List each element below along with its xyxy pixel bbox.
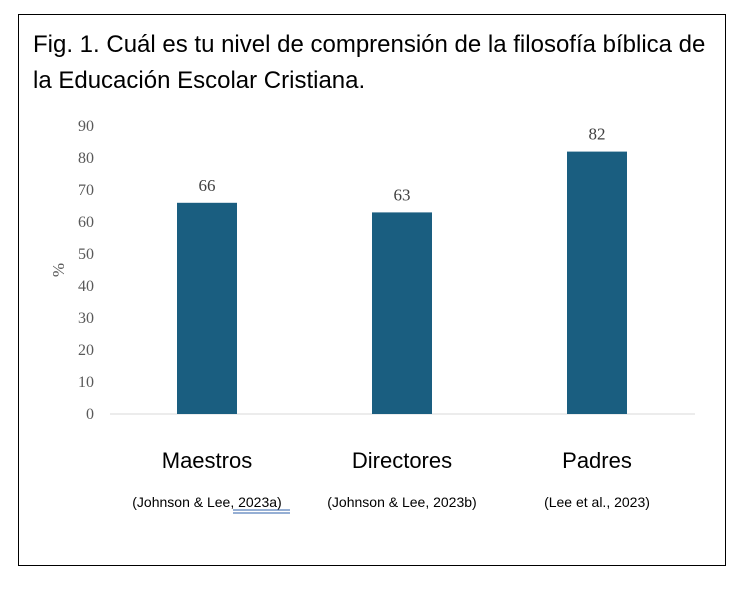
- data-label: 66: [199, 176, 216, 195]
- citation-label: (Johnson & Lee, 2023b): [327, 494, 476, 510]
- category-labels: Maestros Directores Padres: [162, 448, 632, 473]
- y-tick-label: 90: [78, 118, 94, 135]
- citation-label: (Lee et al., 2023): [544, 494, 650, 510]
- y-tick-label: 60: [78, 214, 94, 231]
- y-tick-label: 50: [78, 246, 94, 263]
- data-labels: 66 63 82: [199, 125, 606, 205]
- y-tick-label: 40: [78, 278, 94, 295]
- figure-title: Fig. 1. Cuál es tu nivel de comprensión …: [33, 31, 706, 94]
- bar-padres: [567, 151, 627, 414]
- category-label: Maestros: [162, 448, 252, 473]
- y-axis-label: %: [49, 263, 68, 277]
- bars: [177, 151, 627, 414]
- y-tick-label: 0: [86, 406, 94, 423]
- citation-labels: (Johnson & Lee, 2023a) (Johnson & Lee, 20…: [132, 494, 650, 514]
- y-tick-label: 10: [78, 374, 94, 391]
- citation-label: (Johnson & Lee, 2023a): [132, 494, 281, 510]
- y-axis-ticks: 0 10 20 30 40 50 60 70 80 90: [78, 118, 94, 423]
- y-tick-label: 80: [78, 150, 94, 167]
- category-label: Directores: [352, 448, 452, 473]
- data-label: 82: [589, 125, 606, 144]
- y-tick-label: 20: [78, 342, 94, 359]
- y-tick-label: 30: [78, 310, 94, 327]
- bar-directores: [372, 212, 432, 414]
- bar-maestros: [177, 202, 237, 414]
- y-tick-label: 70: [78, 182, 94, 199]
- category-label: Padres: [562, 448, 632, 473]
- data-label: 63: [394, 185, 411, 204]
